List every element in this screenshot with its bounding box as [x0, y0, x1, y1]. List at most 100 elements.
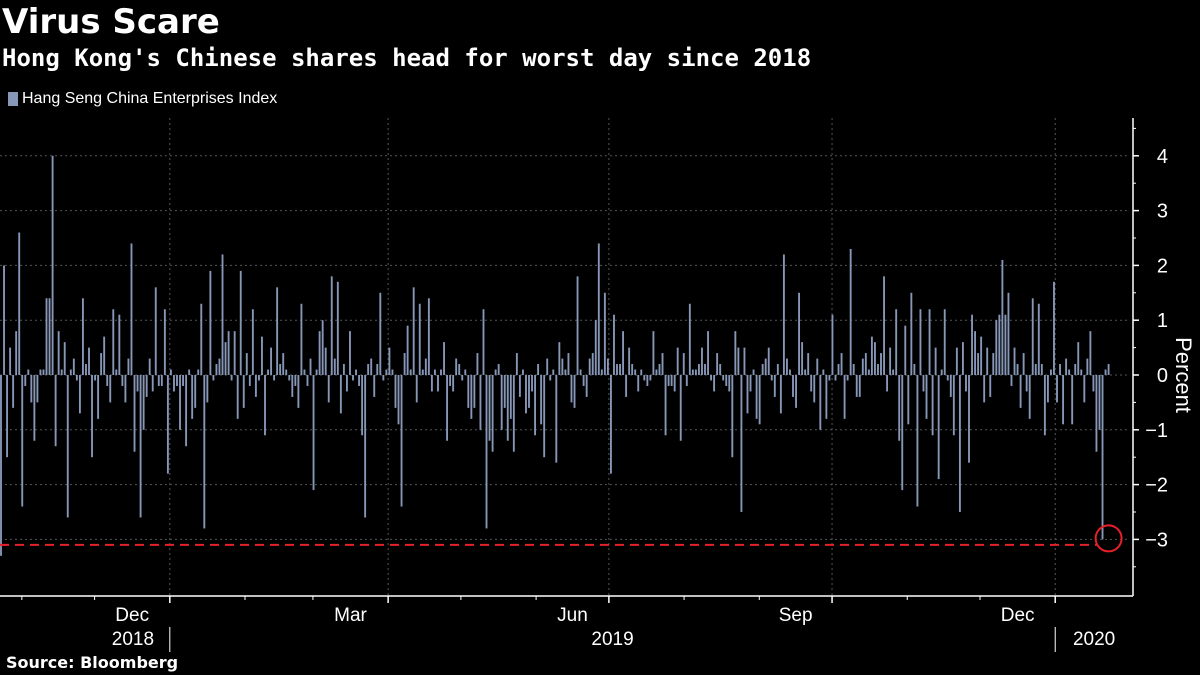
bar	[103, 336, 106, 375]
bar	[15, 331, 18, 375]
highlight-circle	[1094, 524, 1123, 553]
bar	[245, 353, 248, 375]
bar	[491, 375, 494, 452]
bar	[494, 369, 497, 375]
bar	[476, 353, 479, 375]
bar	[221, 254, 224, 375]
bar	[206, 375, 209, 403]
bar	[1086, 358, 1089, 375]
bar	[166, 375, 169, 474]
bar	[767, 347, 770, 375]
bar	[943, 309, 946, 375]
bar	[1013, 347, 1016, 375]
bar	[160, 375, 163, 386]
bar	[989, 375, 992, 397]
bar	[500, 375, 503, 430]
bar	[537, 364, 540, 375]
bar	[728, 375, 731, 392]
bar	[1083, 375, 1086, 403]
bar	[30, 375, 33, 403]
bar	[649, 375, 652, 381]
bar	[39, 369, 42, 375]
bar	[303, 369, 306, 375]
bar	[531, 375, 533, 392]
bar	[731, 375, 734, 458]
bar	[173, 375, 175, 392]
bar	[1092, 375, 1095, 392]
bar	[21, 375, 24, 507]
bar	[983, 375, 986, 403]
bar	[673, 375, 676, 392]
bar	[816, 358, 819, 375]
bar	[418, 303, 421, 375]
y-tick-label: −1	[1145, 420, 1168, 442]
axes: −3 −2 −1 0 1 2 3 4 Dec Mar Jun Sep Dec 2018 2019 2020	[0, 118, 1168, 652]
bar	[552, 369, 555, 375]
bar	[449, 375, 452, 386]
bar	[609, 375, 612, 474]
bar	[403, 353, 406, 375]
bar	[1004, 314, 1007, 375]
bar	[321, 320, 324, 375]
bar	[974, 331, 977, 375]
bar	[922, 375, 925, 392]
bar	[764, 358, 767, 375]
bar	[795, 375, 797, 408]
bar	[473, 375, 476, 408]
bar	[209, 270, 212, 375]
bar	[919, 309, 922, 375]
bar	[573, 375, 576, 408]
bar	[254, 375, 257, 397]
bar	[218, 358, 221, 375]
bar	[75, 375, 78, 381]
bar	[9, 347, 12, 375]
bar	[169, 369, 172, 375]
y-tick-label: −2	[1145, 475, 1168, 497]
bar	[710, 375, 713, 381]
bar	[312, 375, 315, 491]
bar	[758, 375, 761, 425]
y-tick-label: 2	[1157, 255, 1168, 277]
bar	[176, 375, 178, 386]
bar	[792, 375, 794, 397]
bar	[51, 155, 54, 375]
bar	[913, 364, 916, 375]
bar	[661, 353, 664, 375]
bar	[69, 369, 72, 375]
bar	[992, 353, 995, 375]
bar	[1059, 364, 1061, 375]
bar	[467, 375, 470, 408]
bar	[634, 369, 637, 375]
bar	[904, 325, 907, 375]
bar	[148, 358, 151, 375]
bar	[115, 369, 118, 375]
bar	[877, 364, 879, 375]
bar	[1010, 375, 1013, 386]
bar	[570, 375, 573, 403]
bar	[658, 364, 661, 375]
bar	[427, 298, 430, 375]
bar	[555, 375, 558, 463]
bar	[782, 254, 785, 375]
bar	[109, 375, 112, 403]
bar	[506, 375, 509, 441]
bar	[561, 358, 564, 375]
bar	[78, 375, 81, 414]
bar	[282, 353, 285, 375]
bar	[182, 375, 185, 386]
bar	[1065, 358, 1068, 375]
bar	[0, 375, 2, 556]
bar	[694, 369, 697, 375]
bar	[412, 287, 415, 375]
bar	[142, 375, 145, 430]
bar	[503, 375, 506, 408]
bar	[540, 375, 543, 425]
bar	[118, 314, 121, 375]
bar	[270, 347, 273, 375]
bar	[430, 375, 433, 392]
bar	[215, 364, 218, 375]
bar	[549, 375, 552, 381]
bar	[285, 369, 288, 375]
bar	[895, 309, 898, 375]
bar	[66, 375, 69, 518]
